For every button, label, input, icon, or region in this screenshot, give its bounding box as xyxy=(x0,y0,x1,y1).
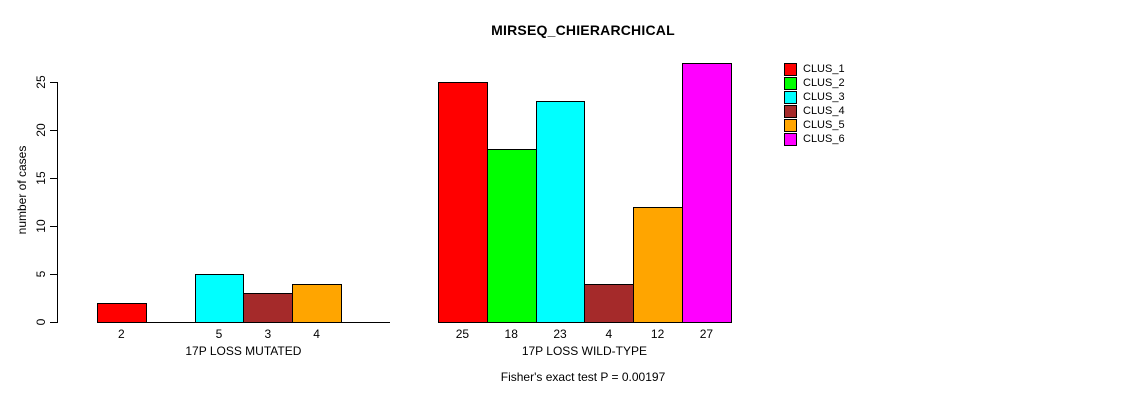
legend-color-swatch xyxy=(784,76,797,90)
bar-value-label: 27 xyxy=(699,327,714,341)
legend-label: CLUS_2 xyxy=(803,77,845,89)
legend-color-swatch xyxy=(784,118,797,132)
bar-clus_1 xyxy=(438,82,488,323)
legend-color-swatch xyxy=(784,62,797,76)
y-tick-label: 20 xyxy=(34,123,48,137)
bar-clus_4 xyxy=(584,283,635,323)
bar-clus_5 xyxy=(292,283,342,323)
bar-value-label: 12 xyxy=(650,327,665,341)
legend-item: CLUS_2 xyxy=(784,76,845,90)
bar-clus_4 xyxy=(243,293,294,323)
legend-item: CLUS_4 xyxy=(784,104,845,118)
bar-clus_3 xyxy=(194,274,245,323)
legend-color-swatch xyxy=(784,132,797,146)
bar-clus_6 xyxy=(682,62,732,323)
bar-value-label: 18 xyxy=(504,327,518,341)
bar-clus_3 xyxy=(535,101,586,323)
x-group-label: 17P LOSS MUTATED xyxy=(185,344,302,358)
y-tick-label: 15 xyxy=(34,171,48,185)
bar-value-label: 23 xyxy=(553,327,567,341)
bar-value-label: 5 xyxy=(215,327,223,341)
legend-label: CLUS_6 xyxy=(803,133,845,145)
bar-value-label: 25 xyxy=(455,327,470,341)
y-tick xyxy=(50,130,57,131)
y-axis-line xyxy=(57,82,58,323)
bar-clus_2 xyxy=(486,149,537,323)
y-tick xyxy=(50,82,57,83)
legend-label: CLUS_5 xyxy=(803,119,845,131)
bar-value-label: 4 xyxy=(605,327,613,341)
bar-clus_5 xyxy=(633,206,683,323)
y-tick xyxy=(50,322,57,323)
legend-label: CLUS_1 xyxy=(803,63,845,75)
y-tick-label: 0 xyxy=(34,318,48,326)
legend-color-swatch xyxy=(784,104,797,118)
y-tick xyxy=(50,178,57,179)
legend-color-swatch xyxy=(784,90,797,104)
legend-item: CLUS_6 xyxy=(784,132,845,146)
bar-clus_1 xyxy=(97,302,147,323)
y-tick xyxy=(50,226,57,227)
bar-value-label: 4 xyxy=(313,327,320,341)
y-tick-label: 10 xyxy=(34,219,48,233)
bar-value-label: 2 xyxy=(118,327,125,341)
x-group-label: 17P LOSS WILD-TYPE xyxy=(521,344,647,358)
chart-title: MIRSEQ_CHIERARCHICAL xyxy=(491,22,675,38)
legend-item: CLUS_5 xyxy=(784,118,845,132)
y-tick xyxy=(50,274,57,275)
y-tick-label: 5 xyxy=(34,270,48,278)
legend-label: CLUS_3 xyxy=(803,91,845,103)
legend-item: CLUS_1 xyxy=(784,62,845,76)
fisher-test-annotation: Fisher's exact test P = 0.00197 xyxy=(500,370,666,384)
y-tick-label: 25 xyxy=(34,75,48,89)
legend-label: CLUS_4 xyxy=(803,105,845,117)
legend-item: CLUS_3 xyxy=(784,90,845,104)
legend: CLUS_1 CLUS_2 CLUS_3 CLUS_4 CLUS_5 CLUS_6 xyxy=(784,62,845,146)
bar-value-label: 3 xyxy=(264,327,272,341)
